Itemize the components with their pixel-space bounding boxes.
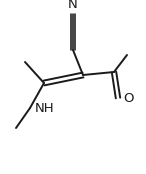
Text: N: N [68, 0, 78, 11]
Text: O: O [123, 92, 133, 105]
Text: NH: NH [35, 101, 55, 114]
